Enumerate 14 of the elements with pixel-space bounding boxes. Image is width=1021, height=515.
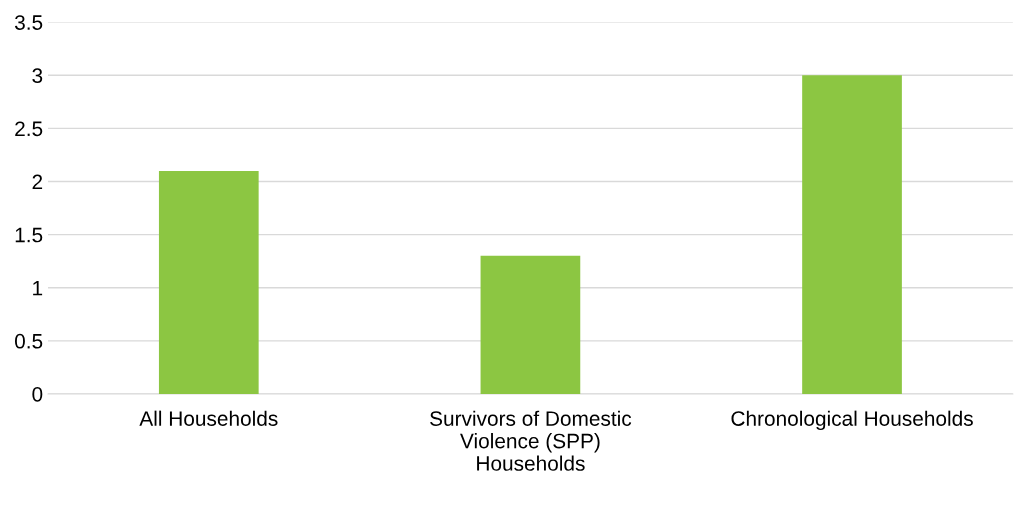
y-tick-label: 3 — [32, 68, 43, 84]
y-tick-label: 0 — [32, 386, 43, 402]
y-tick-label: 1.5 — [15, 227, 43, 243]
x-tick-label: Chronological Households — [731, 410, 973, 431]
y-tick-label: 2 — [32, 174, 43, 190]
bar — [480, 255, 581, 394]
x-tick-label: All Households — [139, 410, 278, 426]
y-tick-label: 0.5 — [14, 333, 43, 349]
y-tick-label: 2.5 — [15, 121, 43, 137]
y-tick-label: 3.5 — [14, 15, 43, 30]
y-tick-label: 1 — [33, 280, 43, 296]
x-tick-label: Survivors of Domestic Violence (SPP) Households — [430, 410, 632, 471]
bar — [158, 170, 259, 394]
bar — [802, 75, 902, 394]
